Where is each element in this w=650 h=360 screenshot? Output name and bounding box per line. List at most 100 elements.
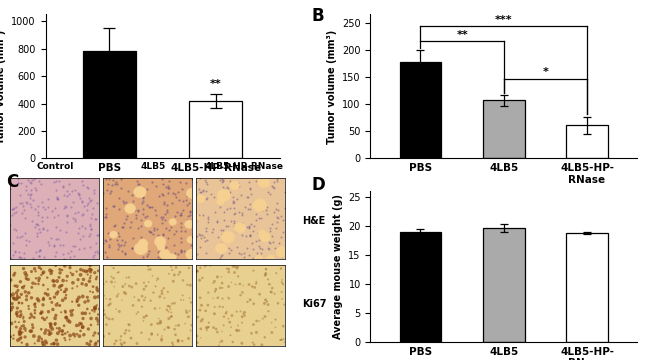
Point <box>17 300 27 306</box>
Point <box>64 191 74 197</box>
Point <box>276 234 287 239</box>
Point <box>230 282 240 287</box>
Point <box>19 319 29 324</box>
Point <box>77 324 88 330</box>
Point <box>151 278 162 283</box>
Point <box>272 220 283 225</box>
Point <box>43 197 53 202</box>
Point <box>216 274 227 280</box>
Point <box>147 331 157 337</box>
Point <box>49 179 59 185</box>
Bar <box>400 231 441 342</box>
Point <box>83 200 93 206</box>
Point <box>205 191 216 197</box>
Point <box>38 269 49 275</box>
Point <box>137 293 148 299</box>
Point <box>242 195 253 201</box>
Point <box>174 197 185 202</box>
Point <box>59 335 70 341</box>
Point <box>219 314 229 320</box>
Point <box>8 336 19 342</box>
Point <box>183 213 193 219</box>
Point <box>12 305 23 311</box>
Point <box>117 342 127 348</box>
Point <box>202 181 213 187</box>
Point <box>82 341 92 346</box>
Point <box>72 323 82 328</box>
Point <box>121 199 131 204</box>
Point <box>163 184 174 189</box>
Point <box>165 306 176 312</box>
Point <box>61 315 72 320</box>
Point <box>122 188 133 194</box>
Point <box>20 334 31 340</box>
Point <box>248 340 258 346</box>
Point <box>167 301 177 306</box>
Point <box>260 176 270 181</box>
Point <box>90 249 100 255</box>
Point <box>280 189 290 194</box>
Text: *: * <box>543 67 549 77</box>
Point <box>187 234 197 240</box>
Point <box>23 238 34 244</box>
Point <box>185 295 195 301</box>
Point <box>270 206 281 212</box>
Point <box>84 244 95 249</box>
Point <box>177 293 188 298</box>
Point <box>107 316 118 322</box>
Point <box>235 309 246 314</box>
Point <box>49 322 60 328</box>
Point <box>201 197 211 202</box>
Bar <box>483 100 525 158</box>
Point <box>181 202 192 208</box>
Point <box>170 194 181 200</box>
Point <box>101 322 112 328</box>
Point <box>5 186 16 192</box>
Point <box>55 270 65 276</box>
Point <box>186 242 196 248</box>
Point <box>199 195 209 201</box>
Point <box>47 326 57 332</box>
Point <box>51 187 62 193</box>
Point <box>238 311 248 317</box>
Point <box>68 199 78 205</box>
Point <box>61 292 72 298</box>
Point <box>257 342 267 348</box>
Point <box>29 206 40 211</box>
Point <box>21 237 31 243</box>
Point <box>119 340 129 346</box>
Point <box>14 234 25 239</box>
Point <box>185 328 196 333</box>
Point <box>141 202 151 208</box>
Point <box>61 315 72 320</box>
Point <box>269 291 280 297</box>
Point <box>53 341 63 347</box>
Point <box>264 239 274 245</box>
Point <box>51 291 62 297</box>
Point <box>136 304 147 310</box>
Point <box>181 310 192 315</box>
Point <box>87 307 98 313</box>
Point <box>162 289 173 295</box>
Point <box>237 220 247 226</box>
Point <box>167 340 177 346</box>
Point <box>88 190 99 196</box>
Point <box>12 297 22 303</box>
Point <box>80 299 90 305</box>
Point <box>10 210 21 215</box>
Point <box>72 269 82 274</box>
Point <box>114 243 124 248</box>
Point <box>275 249 285 255</box>
Point <box>239 313 250 319</box>
Point <box>198 316 208 322</box>
Point <box>228 201 239 206</box>
Point <box>194 233 205 238</box>
Circle shape <box>260 232 270 242</box>
Point <box>31 275 41 281</box>
Point <box>208 325 218 330</box>
Point <box>75 237 85 242</box>
Point <box>218 304 228 310</box>
Circle shape <box>134 243 148 255</box>
Circle shape <box>229 181 239 190</box>
Y-axis label: Average mouse weight (g): Average mouse weight (g) <box>333 194 343 339</box>
